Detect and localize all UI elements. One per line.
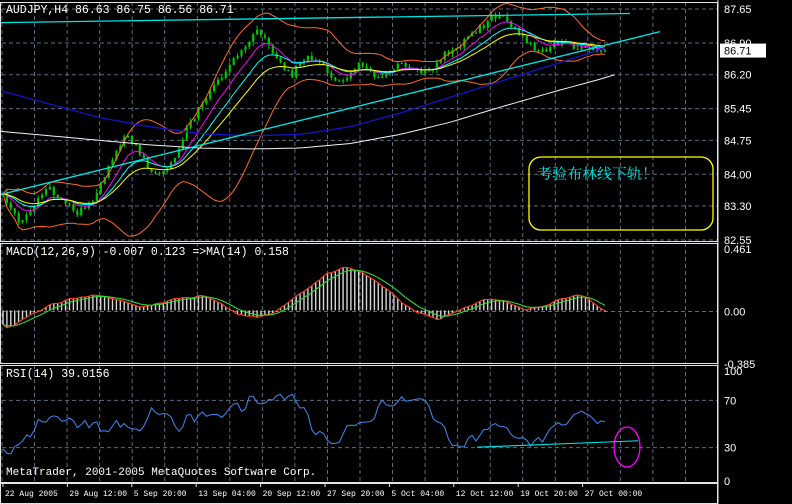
svg-text:MetaTrader, 2001-2005 MetaQuo: MetaTrader, 2001-2005 MetaQuotes Softwar…	[6, 467, 316, 479]
svg-text:0.461: 0.461	[724, 244, 752, 256]
svg-text:87.65: 87.65	[724, 4, 752, 16]
svg-text:85.45: 85.45	[724, 104, 752, 116]
svg-text:100: 100	[724, 366, 742, 378]
svg-text:RSI(14) 39.0156: RSI(14) 39.0156	[6, 368, 110, 381]
svg-text:30: 30	[724, 443, 736, 455]
svg-text:5 Oct 04:00: 5 Oct 04:00	[391, 490, 444, 499]
svg-text:27 Sep 20:00: 27 Sep 20:00	[327, 490, 385, 499]
svg-text:5 Sep 20:00: 5 Sep 20:00	[134, 490, 187, 499]
svg-text:22 Aug 2005: 22 Aug 2005	[5, 490, 58, 499]
svg-text:84.00: 84.00	[724, 169, 752, 181]
svg-text:29 Aug 12:00: 29 Aug 12:00	[69, 490, 127, 499]
svg-text:27 Oct 00:00: 27 Oct 00:00	[585, 490, 643, 499]
svg-text:MACD(12,26,9) -0.007 0.123 =>: MACD(12,26,9) -0.007 0.123 =>MA(14) 0.15…	[6, 246, 289, 259]
svg-text:83.30: 83.30	[724, 201, 752, 213]
svg-text:84.75: 84.75	[724, 135, 752, 147]
svg-text:13 Sep 04:00: 13 Sep 04:00	[198, 490, 256, 499]
svg-text:12 Oct 12:00: 12 Oct 12:00	[456, 490, 514, 499]
svg-text:19 Oct 20:00: 19 Oct 20:00	[520, 490, 578, 499]
svg-text:86.71: 86.71	[724, 46, 752, 58]
svg-text:0: 0	[724, 476, 730, 488]
svg-text:0.00: 0.00	[724, 307, 745, 319]
svg-text:AUDJPY,H4 86.63 86.75 86.56 8: AUDJPY,H4 86.63 86.75 86.56 86.71	[6, 4, 234, 17]
svg-text:86.20: 86.20	[724, 70, 752, 82]
svg-text:20 Sep 12:00: 20 Sep 12:00	[263, 490, 321, 499]
svg-text:考验布林线下轨！: 考验布林线下轨！	[537, 163, 657, 184]
svg-text:70: 70	[724, 395, 736, 407]
